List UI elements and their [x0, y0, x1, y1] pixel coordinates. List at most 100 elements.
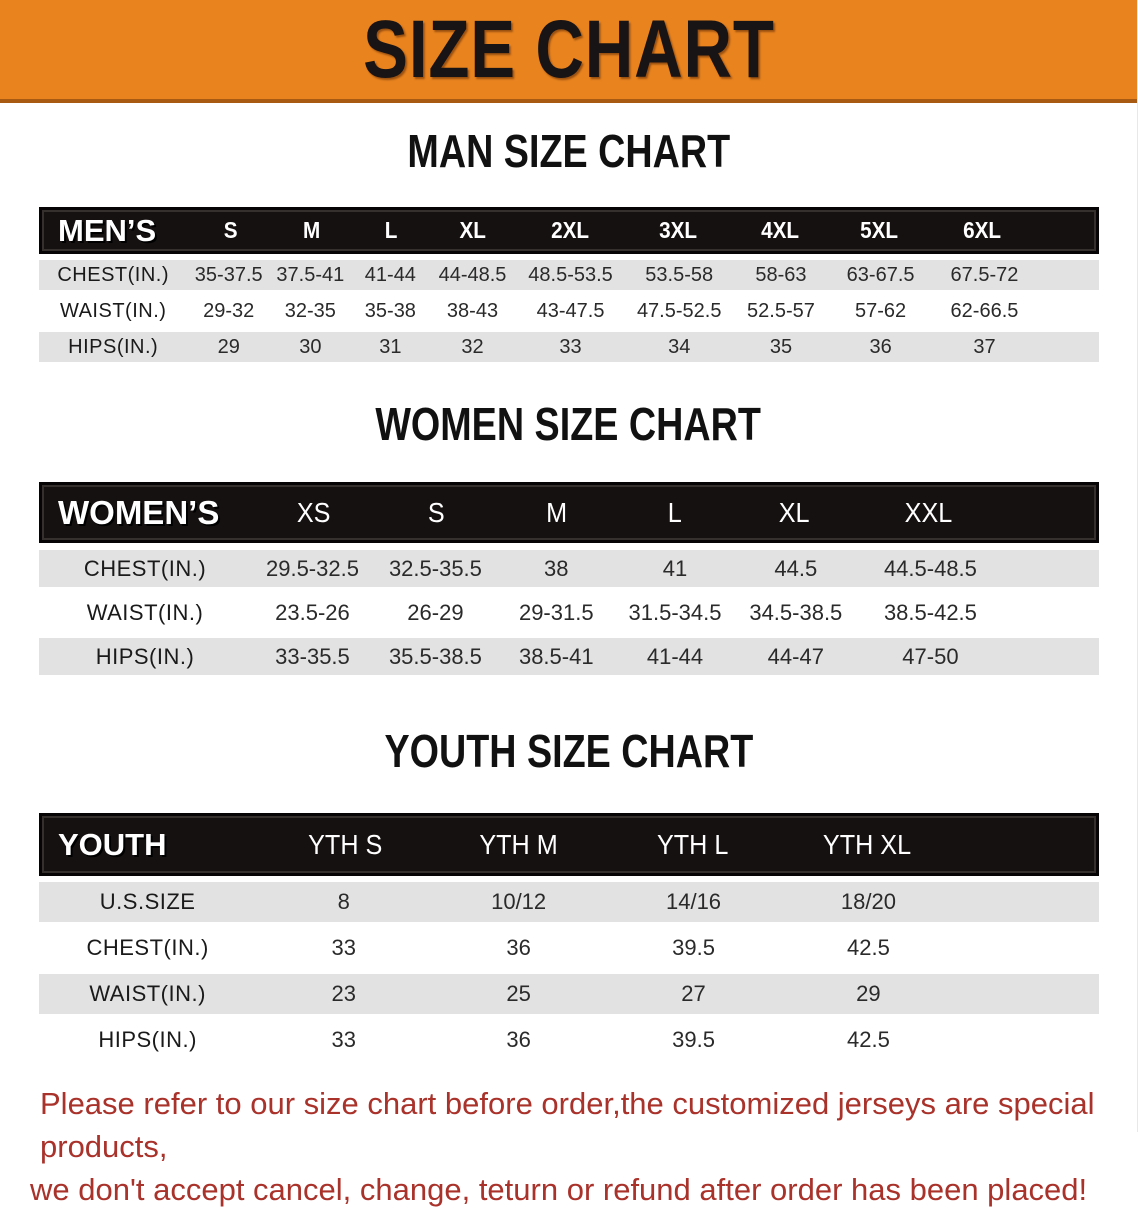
disclaimer: Please refer to our size chart before or… [30, 1082, 1117, 1211]
youth-waist-m: 25 [506, 981, 531, 1006]
women-size-table: WOMEN’S XS S M L XL XXL CHEST(IN.) 29.5-… [39, 482, 1099, 675]
youth-waist-l: 27 [681, 981, 706, 1006]
youth-size-col-xl: YTH XL [822, 828, 911, 860]
men-chest-m: 37.5-41 [276, 263, 345, 286]
row-label: CHEST(IN.) [86, 935, 209, 960]
women-waist-s: 26-29 [407, 599, 464, 625]
youth-hips-l: 39.5 [672, 1027, 715, 1052]
women-waist-row: WAIST(IN.) 23.5-26 26-29 29-31.5 31.5-34… [39, 594, 1099, 631]
youth-chest-row: CHEST(IN.) 33 36 39.5 42.5 [39, 928, 1099, 968]
women-section-heading-text: WOMEN SIZE CHART [375, 398, 762, 450]
youth-ussize-m: 10/12 [491, 889, 547, 914]
men-table-title: MEN’S [58, 212, 157, 248]
row-label: CHEST(IN.) [57, 263, 170, 286]
women-hips-s: 35.5-38.5 [388, 643, 482, 669]
size-chart-banner: SIZE CHART [0, 0, 1137, 103]
men-size-col-4xl: 4XL [760, 217, 799, 243]
women-waist-xl: 34.5-38.5 [749, 599, 843, 625]
men-waist-2xl: 43-47.5 [536, 299, 605, 322]
row-spacer [956, 974, 1099, 1014]
men-chest-2xl: 48.5-53.5 [528, 263, 613, 286]
men-hips-3xl: 34 [668, 335, 691, 358]
men-chest-4xl: 58-63 [755, 263, 807, 286]
men-size-col-5xl: 5XL [859, 217, 898, 243]
men-size-col-m: M [303, 217, 321, 243]
men-hips-6xl: 37 [973, 335, 996, 358]
men-hips-m: 30 [299, 335, 322, 358]
youth-section-heading: YOUTH SIZE CHART [0, 727, 1137, 787]
youth-chest-s: 33 [331, 935, 356, 960]
youth-hips-m: 36 [506, 1027, 531, 1052]
men-section-heading: MAN SIZE CHART [0, 127, 1137, 187]
men-hips-4xl: 35 [769, 335, 793, 358]
youth-header-spacer [954, 816, 1096, 873]
youth-ussize-row: U.S.SIZE 8 10/12 14/16 18/20 [39, 882, 1099, 922]
youth-size-col-s: YTH S [307, 828, 383, 860]
youth-chest-xl: 42.5 [847, 935, 890, 960]
row-spacer [1004, 638, 1099, 675]
youth-chest-m: 36 [506, 935, 531, 960]
women-waist-xs: 23.5-26 [275, 599, 350, 625]
row-spacer [1004, 594, 1099, 631]
youth-hips-row: HIPS(IN.) 33 36 39.5 42.5 [39, 1020, 1099, 1060]
row-spacer [1037, 332, 1099, 362]
men-size-col-xl: XL [459, 217, 487, 243]
youth-table-header-row: YOUTH YTH S YTH M YTH L YTH XL [39, 813, 1099, 876]
men-waist-xl: 38-43 [446, 299, 499, 322]
youth-ussize-xl: 18/20 [840, 889, 896, 914]
men-hips-s: 29 [217, 335, 240, 358]
women-chest-xl: 44.5 [774, 555, 818, 581]
men-chest-row: CHEST(IN.) 35-37.5 37.5-41 41-44 44-48.5… [39, 260, 1099, 290]
men-chest-s: 35-37.5 [194, 263, 263, 286]
row-label: WAIST(IN.) [89, 981, 206, 1006]
men-hips-row: HIPS(IN.) 29 30 31 32 33 34 35 36 37 [39, 332, 1099, 362]
men-hips-xl: 32 [461, 335, 484, 358]
youth-hips-s: 33 [331, 1027, 356, 1052]
youth-ussize-s: 8 [337, 889, 350, 914]
row-spacer [956, 882, 1099, 922]
men-table-header-row: MEN’S S M L XL 2XL 3XL 4XL 5XL 6XL [39, 207, 1099, 254]
men-chest-3xl: 53.5-58 [645, 263, 714, 286]
disclaimer-line-1: Please refer to our size chart before or… [40, 1086, 1095, 1164]
row-label: WAIST(IN.) [59, 299, 167, 322]
row-label: WAIST(IN.) [86, 599, 204, 625]
men-size-col-l: L [385, 217, 398, 243]
women-table-title: WOMEN’S [58, 493, 220, 531]
women-waist-m: 29-31.5 [518, 599, 594, 625]
men-waist-l: 35-38 [364, 299, 416, 322]
men-waist-s: 29-32 [203, 299, 255, 322]
women-hips-m: 38.5-41 [518, 643, 594, 669]
men-size-col-2xl: 2XL [551, 217, 590, 243]
women-size-col-s: S [427, 496, 445, 528]
women-chest-l: 41 [662, 555, 688, 581]
men-hips-2xl: 33 [559, 335, 582, 358]
men-hips-5xl: 36 [869, 335, 892, 358]
youth-waist-row: WAIST(IN.) 23 25 27 29 [39, 974, 1099, 1014]
banner-title: SIZE CHART [362, 3, 775, 95]
women-hips-xxl: 47-50 [902, 643, 959, 669]
men-size-table: MEN’S S M L XL 2XL 3XL 4XL 5XL 6XL CHEST… [39, 207, 1099, 362]
women-hips-l: 41-44 [646, 643, 704, 669]
row-spacer [956, 928, 1099, 968]
men-hips-l: 31 [379, 335, 402, 358]
women-waist-xxl: 38.5-42.5 [883, 599, 977, 625]
youth-size-col-l: YTH L [657, 828, 729, 860]
men-waist-6xl: 62-66.5 [950, 299, 1019, 322]
women-chest-xs: 29.5-32.5 [265, 555, 359, 581]
women-hips-xl: 44-47 [767, 643, 824, 669]
women-header-spacer [1001, 485, 1096, 540]
youth-waist-s: 23 [331, 981, 356, 1006]
disclaimer-line-2: we don't accept cancel, change, teturn o… [30, 1172, 1088, 1207]
men-waist-4xl: 52.5-57 [747, 299, 815, 322]
youth-chest-l: 39.5 [672, 935, 715, 960]
men-waist-m: 32-35 [284, 299, 336, 322]
youth-size-col-m: YTH M [479, 828, 559, 860]
youth-waist-xl: 29 [856, 981, 881, 1006]
women-size-col-xs: XS [297, 496, 331, 528]
row-label: HIPS(IN.) [95, 643, 195, 669]
women-chest-s: 32.5-35.5 [388, 555, 482, 581]
women-table-header-row: WOMEN’S XS S M L XL XXL [39, 482, 1099, 543]
women-section-heading: WOMEN SIZE CHART [0, 400, 1137, 460]
row-label: CHEST(IN.) [83, 555, 207, 581]
men-chest-xl: 44-48.5 [438, 263, 507, 286]
